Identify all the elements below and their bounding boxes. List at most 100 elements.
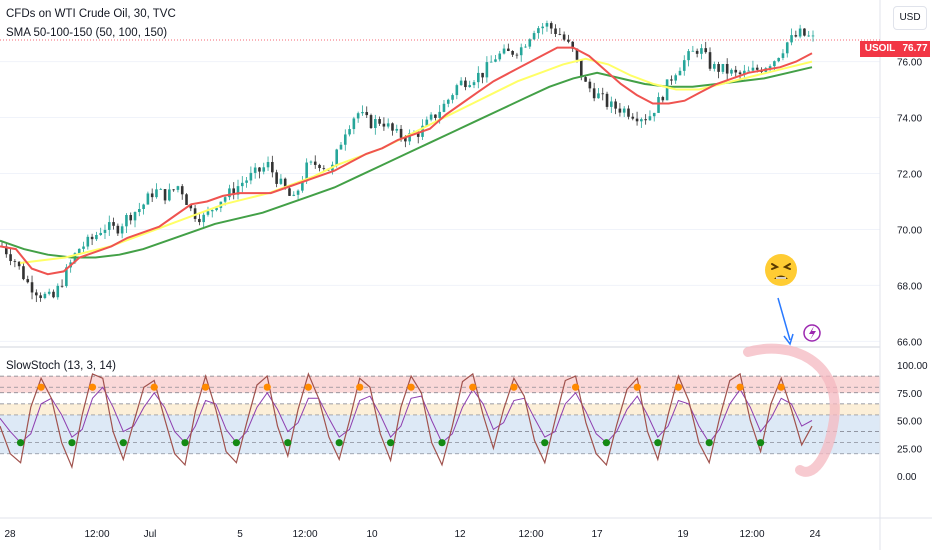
oversold-marker — [602, 439, 611, 447]
candle-body — [798, 28, 802, 37]
oversold-marker — [757, 439, 765, 447]
candle-body — [210, 210, 214, 212]
price-tick-label: 70.00 — [897, 225, 922, 236]
candle-body — [532, 33, 536, 40]
stoch-zones — [0, 376, 880, 454]
time-tick-label: 12:00 — [739, 529, 764, 540]
time-tick-label: 28 — [4, 529, 16, 540]
overbought-marker — [469, 383, 477, 391]
candle-body — [65, 267, 68, 287]
candle-body — [236, 186, 240, 195]
candle-body — [751, 67, 755, 71]
oversold-marker — [386, 439, 395, 447]
candle-body — [670, 79, 673, 81]
candle-body — [652, 112, 656, 117]
price-badge: 76.77 — [900, 41, 930, 57]
candle-body — [266, 161, 270, 168]
candle-body — [472, 82, 476, 86]
candle-body — [352, 118, 356, 130]
candle-body — [95, 234, 98, 240]
candle-body — [26, 279, 30, 283]
stoch-tick-label: 100.00 — [897, 361, 928, 372]
sma-legend[interactable]: SMA 50-100-150 (50, 100, 150) — [6, 27, 168, 39]
candle-body — [614, 101, 617, 109]
price-tick-label: 72.00 — [897, 170, 922, 181]
candle-body — [404, 137, 407, 142]
candle-body — [554, 28, 557, 34]
candle-body — [4, 246, 8, 255]
candle-body — [657, 97, 660, 113]
candle-body — [245, 180, 248, 183]
lightning-icon[interactable] — [803, 324, 821, 342]
candle-body — [176, 186, 180, 190]
candle-body — [99, 232, 102, 235]
candle-body — [691, 50, 695, 52]
overbought-marker — [37, 383, 45, 391]
candle-body — [622, 108, 626, 113]
candle-body — [240, 182, 244, 187]
candle-body — [275, 172, 278, 184]
candle-body — [790, 35, 793, 43]
candle-body — [537, 28, 540, 34]
price-tick-label: 76.00 — [897, 58, 922, 69]
candle-body — [185, 194, 188, 205]
candle-body — [515, 54, 519, 56]
price-tick-label: 68.00 — [897, 281, 922, 292]
candle-body — [339, 144, 343, 150]
candle-body — [717, 64, 720, 72]
candle-body — [519, 47, 523, 56]
oversold-marker — [68, 439, 76, 447]
candle-body — [258, 167, 261, 172]
candle-body — [644, 119, 647, 121]
time-tick-label: 5 — [237, 529, 243, 540]
stoch-legend[interactable]: SlowStoch (13, 3, 14) — [6, 360, 116, 372]
overbought-marker — [777, 383, 785, 391]
overbought-marker — [88, 383, 97, 391]
candle-body — [627, 108, 630, 117]
candle-body — [138, 209, 141, 213]
symbol-badge: USOIL — [860, 41, 900, 57]
time-tick-label: Jul — [144, 529, 157, 540]
down-arrow-head — [783, 333, 794, 346]
stoch-zone-high — [0, 376, 880, 393]
overbought-marker — [304, 383, 312, 391]
candle-body — [502, 48, 506, 54]
candle-body — [773, 61, 776, 67]
chart-title: CFDs on WTI Crude Oil, 30, TVC — [6, 8, 176, 20]
candle-body — [708, 52, 712, 69]
candle-body — [262, 167, 266, 172]
candle-body — [768, 66, 772, 69]
candle-body — [343, 134, 347, 145]
candle-body — [382, 123, 386, 127]
candle-body — [700, 48, 703, 54]
oversold-marker — [654, 439, 662, 447]
candle-body — [807, 35, 811, 37]
candle-body — [305, 162, 308, 182]
candle-body — [725, 63, 729, 74]
candle-body — [292, 194, 296, 196]
candle-body — [146, 193, 150, 205]
oversold-marker — [541, 439, 549, 447]
candle-body — [468, 85, 472, 88]
candle-body — [43, 293, 47, 299]
candle-body — [193, 208, 197, 219]
candle-body — [678, 70, 682, 76]
candle-body — [77, 248, 81, 254]
candle-body — [309, 161, 313, 163]
candle-body — [52, 291, 55, 298]
candle-body — [434, 114, 437, 118]
candle-body — [687, 51, 690, 61]
stoch-tick-label: 50.00 — [897, 417, 922, 428]
candle-body — [223, 197, 227, 202]
overbought-marker — [356, 383, 364, 391]
candle-body — [408, 133, 411, 142]
candle-body — [661, 97, 665, 101]
time-axis: 28 12:00 Jul 5 12:00 10 12 12:00 17 19 12:00 24 — [4, 529, 821, 540]
candle-body — [511, 51, 514, 55]
sma50-line — [0, 46, 813, 276]
candle-body — [155, 189, 158, 198]
candle-body — [438, 111, 441, 118]
candle-body — [288, 188, 291, 196]
candle-body — [747, 70, 750, 72]
currency-button[interactable]: USD — [893, 6, 927, 30]
